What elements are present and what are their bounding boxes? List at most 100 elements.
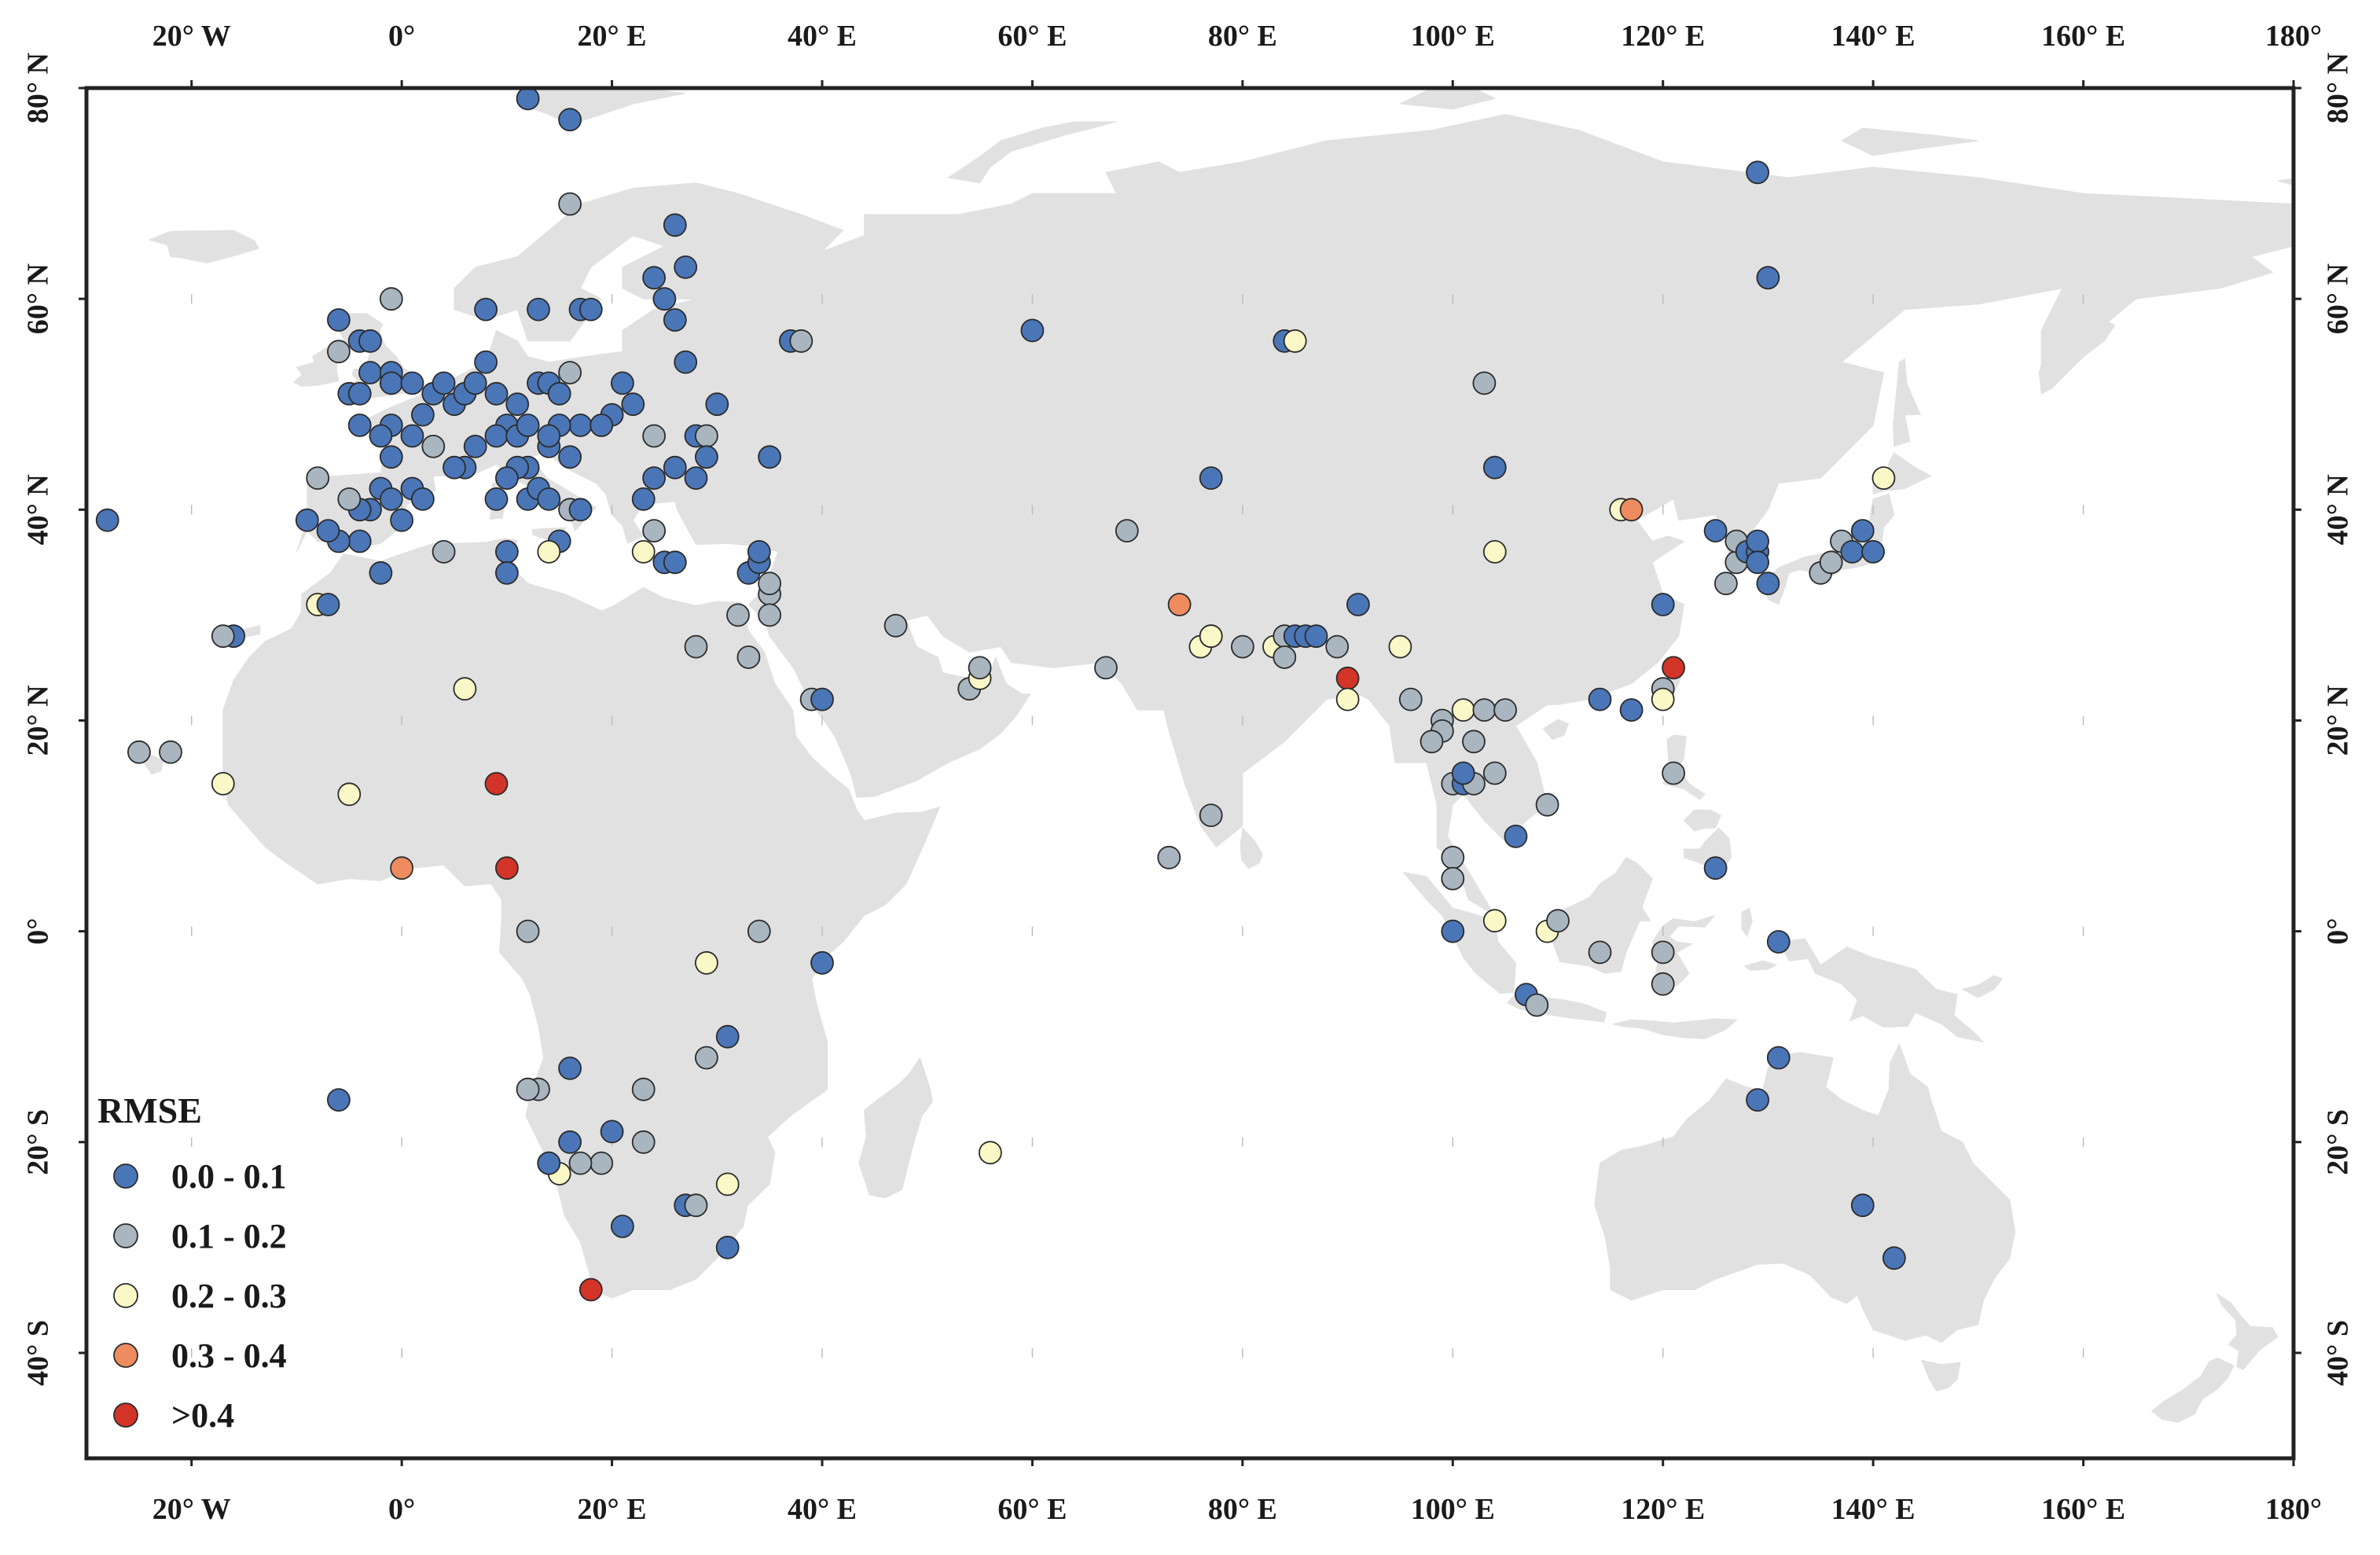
x-tick-label-top: 20° E [578,20,647,53]
station-point [652,287,677,311]
station-point [1703,519,1728,542]
station-point [1588,940,1612,965]
station-point [663,308,687,332]
station-point [1451,698,1475,722]
x-tick-label-top: 0° [388,20,415,53]
legend-label: 0.2 - 0.3 [171,1277,287,1315]
station-point [326,308,351,332]
station-point [715,1172,740,1197]
station-point [568,414,593,437]
landmass-iceland [148,230,260,264]
station-point [642,424,666,448]
station-point [1651,593,1675,616]
station-point [1335,666,1360,690]
x-tick-label-top: 160° E [2041,20,2125,53]
station-point [663,550,687,575]
station-point [1335,687,1360,711]
x-tick-label-bottom: 60° E [997,1493,1067,1526]
station-point [379,287,403,311]
station-point [127,740,151,764]
station-point [1493,698,1517,722]
station-point [705,392,729,417]
station-point [568,498,593,522]
station-point [1273,645,1297,669]
x-tick-label-top: 120° E [1621,20,1705,53]
station-point [537,487,561,511]
x-tick-label-bottom: 0° [388,1493,415,1526]
station-points-layer [95,86,1906,1302]
station-point [211,772,235,796]
station-point [747,919,771,943]
station-point [432,540,456,564]
station-point [695,424,718,448]
station-point [1283,329,1307,353]
station-point [558,108,582,132]
station-point [326,1088,351,1112]
legend-swatch [113,1343,138,1368]
landmass-kamchatka-tip [2038,319,2116,395]
station-point [306,466,330,490]
station-point [631,540,656,564]
station-point [1020,318,1045,343]
station-point [369,424,393,448]
station-point [474,297,498,322]
landmass-new-guinea [1778,938,1985,1043]
station-point [463,435,487,458]
station-point [527,297,550,322]
station-point [558,1130,582,1154]
landmass-new-britain [1961,975,2004,998]
station-point [1746,529,1770,553]
station-point [516,86,540,111]
x-tick-label-bottom: 20° W [152,1493,231,1526]
legend-label: >0.4 [171,1396,234,1435]
y-tick-label-left: 20° N [22,685,55,755]
landmass-lesser-sunda [1612,1018,1738,1039]
landmass-severnaya-zemlya [1398,87,1497,110]
station-point [505,392,530,417]
station-point [758,572,781,596]
legend-swatch [113,1223,138,1248]
y-tick-label-right: 40° N [2322,474,2355,545]
station-point [1819,550,1843,575]
landmass-africa [222,537,941,1299]
station-point [316,519,340,542]
station-point [695,445,718,469]
station-point [347,414,372,437]
station-point [495,466,519,490]
x-tick-label-top: 100° E [1411,20,1495,53]
station-point [758,603,781,627]
station-point [495,540,519,564]
station-point [1746,160,1770,185]
landmass-seram [1743,960,1778,971]
legend-label: 0.3 - 0.4 [171,1336,287,1375]
station-point [589,414,614,437]
station-point [621,392,645,417]
legend-label: 0.1 - 0.2 [171,1217,287,1255]
station-point [695,950,718,975]
station-point [1662,656,1686,680]
station-point [1588,687,1612,711]
station-point [421,435,446,458]
y-tick-label-left: 40° N [22,474,55,545]
station-point [968,656,992,680]
station-point [516,919,540,943]
station-point [558,192,582,216]
landmass-sakhalin [1892,358,1922,447]
landmass-nz-north [2216,1292,2279,1371]
legend-swatch [113,1402,138,1428]
station-point [611,371,634,395]
station-point [484,381,509,406]
x-tick-label-bottom: 20° E [578,1493,647,1526]
station-point [663,213,687,237]
station-point [432,371,456,395]
y-tick-label-right: 80° N [2322,53,2355,123]
station-point [1535,792,1559,817]
station-point [695,1046,718,1070]
station-point [1157,845,1181,869]
station-point [1472,371,1497,395]
landmass-halmahera [1741,907,1753,938]
station-point [1850,519,1875,542]
land-layer [98,87,2294,1423]
station-point [358,361,382,384]
